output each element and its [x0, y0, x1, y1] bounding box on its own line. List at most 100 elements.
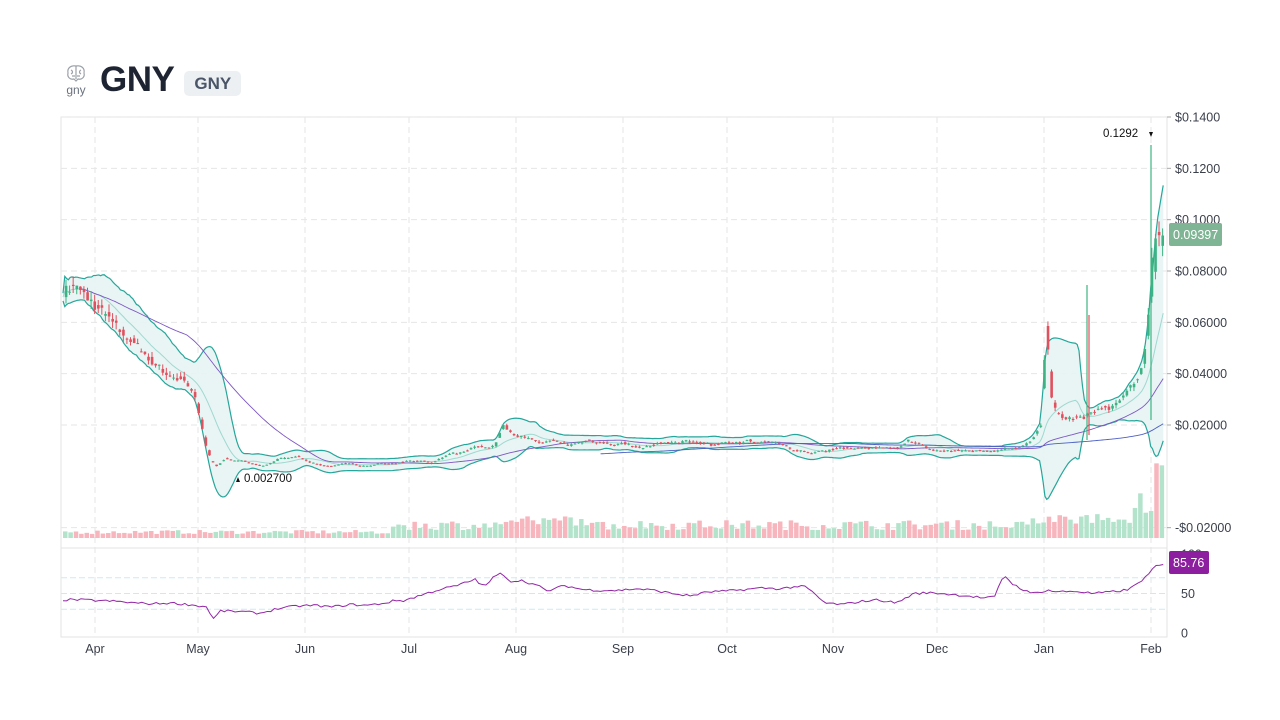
- candle-body: [394, 463, 398, 465]
- candle-body: [165, 372, 168, 375]
- candle-body: [362, 465, 365, 467]
- candle-body: [426, 461, 430, 463]
- candle-body: [75, 285, 79, 290]
- volume-bar: [654, 525, 659, 538]
- candle-body: [1028, 441, 1032, 443]
- volume-bar: [1148, 510, 1154, 538]
- volume-bar: [433, 529, 439, 538]
- candle-body: [1114, 402, 1118, 406]
- candle-body: [372, 464, 376, 466]
- volume-bar: [331, 532, 337, 538]
- volume-bar: [369, 531, 374, 538]
- volume-bar: [364, 531, 369, 538]
- candle-body: [365, 465, 369, 467]
- volume-bar: [143, 531, 149, 538]
- volume-bar: [686, 522, 692, 538]
- volume-bar: [1116, 519, 1122, 538]
- volume-bar: [724, 520, 729, 538]
- candle-body: [1050, 371, 1053, 398]
- volume-bar: [799, 525, 804, 538]
- candle-body: [502, 425, 505, 429]
- volume-bar: [132, 530, 138, 538]
- candle-body: [881, 447, 885, 449]
- volume-bar: [299, 530, 305, 538]
- volume-bar: [1073, 523, 1079, 538]
- high-marker-icon: [1149, 132, 1153, 137]
- candle-body: [1057, 413, 1061, 415]
- candle-body: [602, 442, 605, 444]
- candle-body: [967, 450, 971, 452]
- volume-bar: [487, 527, 493, 538]
- candle-body: [978, 450, 982, 452]
- candle-body: [290, 457, 294, 459]
- candle-body: [641, 448, 645, 450]
- candle-body: [1157, 231, 1161, 236]
- candle-body: [1025, 443, 1028, 446]
- candle-body: [1143, 349, 1147, 364]
- candle-body: [1100, 408, 1104, 410]
- last-price-value: 0.09397: [1173, 228, 1218, 242]
- volume-bar: [197, 530, 202, 538]
- candle-body: [1014, 448, 1018, 450]
- candle-body: [734, 442, 738, 444]
- candle-body: [1125, 390, 1129, 396]
- candle-body: [387, 463, 390, 465]
- volume-bar: [1003, 527, 1009, 538]
- candle-body: [193, 392, 197, 398]
- volume-bar: [1068, 519, 1073, 538]
- volume-bar: [471, 524, 477, 538]
- volume-bar: [1100, 520, 1105, 538]
- candle-body: [616, 443, 620, 445]
- candle-body: [390, 463, 394, 465]
- time-axis-label: Jan: [1034, 642, 1054, 656]
- time-axis-label: Feb: [1140, 642, 1162, 656]
- volume-bar: [847, 521, 853, 538]
- candle-body: [326, 465, 330, 467]
- candle-body: [545, 441, 548, 443]
- candle-body: [64, 285, 68, 298]
- candle-body: [634, 446, 638, 448]
- candle-body: [516, 435, 519, 437]
- candle-body: [1132, 383, 1136, 388]
- candle-body: [702, 442, 706, 444]
- volume-bar: [272, 530, 278, 538]
- candle-body: [559, 442, 562, 444]
- candle-body: [788, 447, 792, 449]
- volume-bar: [772, 523, 778, 538]
- candle-body: [799, 450, 803, 452]
- candle-body: [598, 442, 602, 444]
- candle-body: [774, 442, 777, 444]
- candle-body: [208, 450, 211, 456]
- volume-bar: [519, 518, 525, 538]
- candle-body: [699, 442, 702, 444]
- candle-body: [122, 329, 125, 336]
- time-axis-label: Jul: [401, 642, 417, 656]
- volume-bar: [708, 526, 713, 538]
- candle-body: [140, 351, 143, 353]
- volume-bar: [1105, 517, 1111, 538]
- candle-body: [824, 451, 828, 453]
- candle-body: [358, 465, 362, 467]
- candle-body: [555, 440, 559, 442]
- volume-bar: [853, 523, 858, 538]
- candle-body: [491, 445, 494, 448]
- candle-body: [627, 443, 631, 445]
- volume-bar: [831, 528, 837, 538]
- volume-bar: [374, 533, 380, 538]
- volume-bar: [944, 521, 950, 538]
- candle-body: [638, 446, 641, 448]
- candle-body: [537, 441, 541, 443]
- candle-body: [781, 444, 785, 446]
- volume-bar: [998, 527, 1003, 538]
- rsi-value: 85.76: [1173, 556, 1204, 570]
- candle-body: [512, 433, 516, 436]
- candle-body: [756, 442, 760, 444]
- volume-bar: [1035, 523, 1041, 538]
- volume-bar: [466, 529, 471, 538]
- volume-bar: [240, 533, 245, 538]
- candle-body: [889, 447, 892, 449]
- volume-bar: [573, 525, 579, 538]
- candle-body: [767, 441, 770, 443]
- volume-bar: [815, 529, 821, 538]
